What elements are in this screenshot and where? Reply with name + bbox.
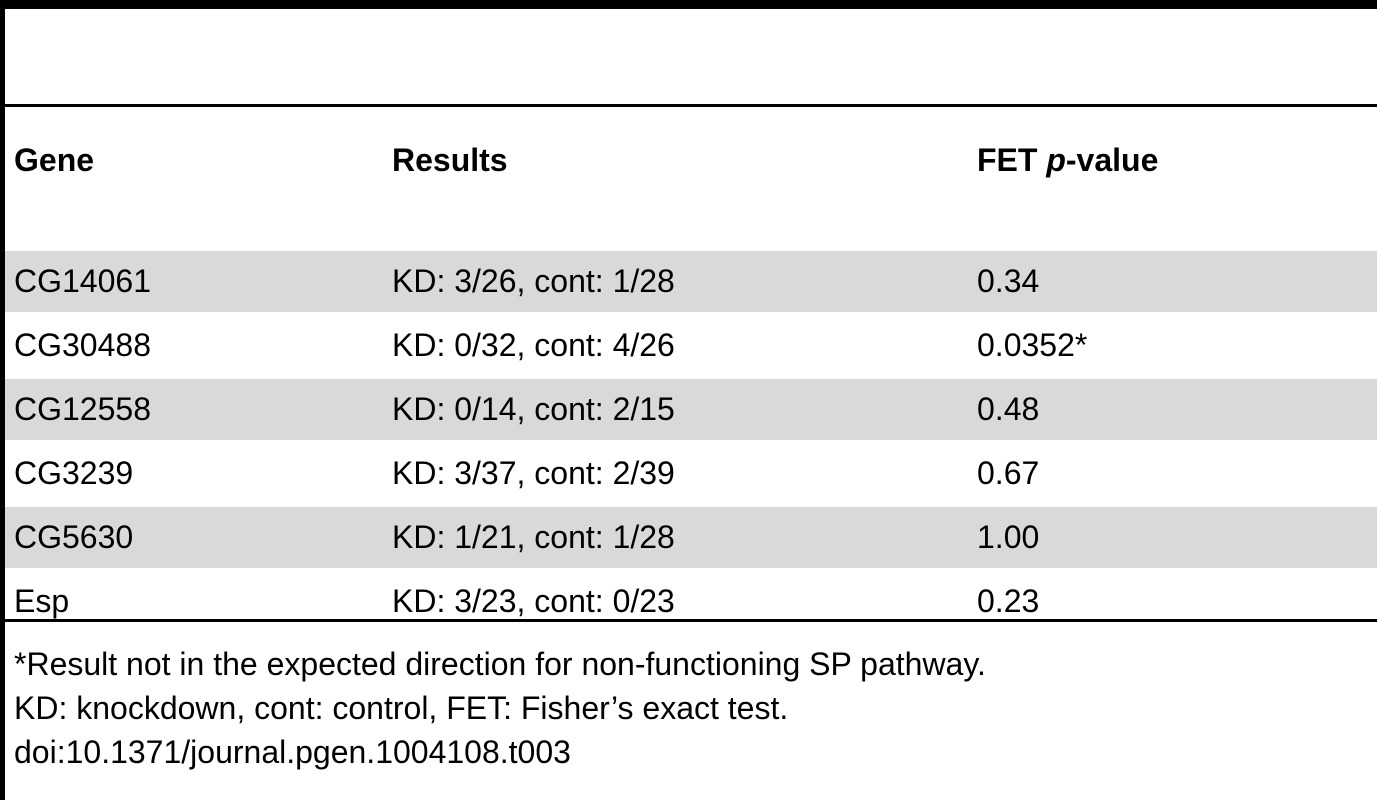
cell-p-value: 0.0352* [977,327,1088,363]
left-border [0,0,5,800]
table-footnotes: *Result not in the expected direction fo… [14,642,986,774]
cell-results: KD: 3/26, cont: 1/28 [383,251,968,312]
table-bottom-rule [5,619,1377,622]
table-row: CG3239 KD: 3/37, cont: 2/39 0.67 [5,443,1377,504]
cell-results: KD: 0/32, cont: 4/26 [392,327,675,363]
cell-p-value: 0.48 [968,379,1377,440]
table-header-row: Gene Results FET p-value [5,130,1377,190]
cell-gene: CG3239 [14,455,134,491]
cell-p-value: 0.23 [977,583,1040,619]
header-fet-suffix: -value [1065,141,1159,178]
footnote-abbreviations: KD: knockdown, cont: control, FET: Fishe… [14,690,789,726]
header-fet-italic: p [1046,141,1066,178]
table-row: CG12558 KD: 0/14, cont: 2/15 0.48 [5,379,1377,440]
cell-results: KD: 3/37, cont: 2/39 [392,455,675,491]
footnote-doi: doi:10.1371/journal.pgen.1004108.t003 [14,734,571,770]
footnote-direction: *Result not in the expected direction fo… [14,646,986,682]
table-row: Esp KD: 3/23, cont: 0/23 0.23 [5,571,1377,632]
table-row: CG5630 KD: 1/21, cont: 1/28 1.00 [5,507,1377,568]
header-fet-prefix: FET [977,141,1047,178]
table-row: CG14061 KD: 3/26, cont: 1/28 0.34 [5,251,1377,312]
header-results: Results [392,141,508,178]
cell-gene: CG12558 [5,379,383,440]
cell-results: KD: 0/14, cont: 2/15 [383,379,968,440]
results-table: Gene Results FET p-value CG14061 KD: 3/2… [5,130,1377,632]
cell-p-value: 1.00 [968,507,1377,568]
header-gene: Gene [14,141,95,178]
header-fet-p-value: FET p-value [968,130,1377,190]
cell-p-value: 0.67 [977,455,1040,491]
header-top-rule [5,104,1377,107]
table-row: CG30488 KD: 0/32, cont: 4/26 0.0352* [5,315,1377,376]
cell-results: KD: 3/23, cont: 0/23 [392,583,675,619]
table-top-rule [5,0,1377,9]
cell-gene: Esp [14,583,70,619]
cell-p-value: 0.34 [968,251,1377,312]
cell-results: KD: 1/21, cont: 1/28 [383,507,968,568]
cell-gene: CG5630 [5,507,383,568]
cell-gene: CG30488 [14,327,151,363]
cell-gene: CG14061 [5,251,383,312]
